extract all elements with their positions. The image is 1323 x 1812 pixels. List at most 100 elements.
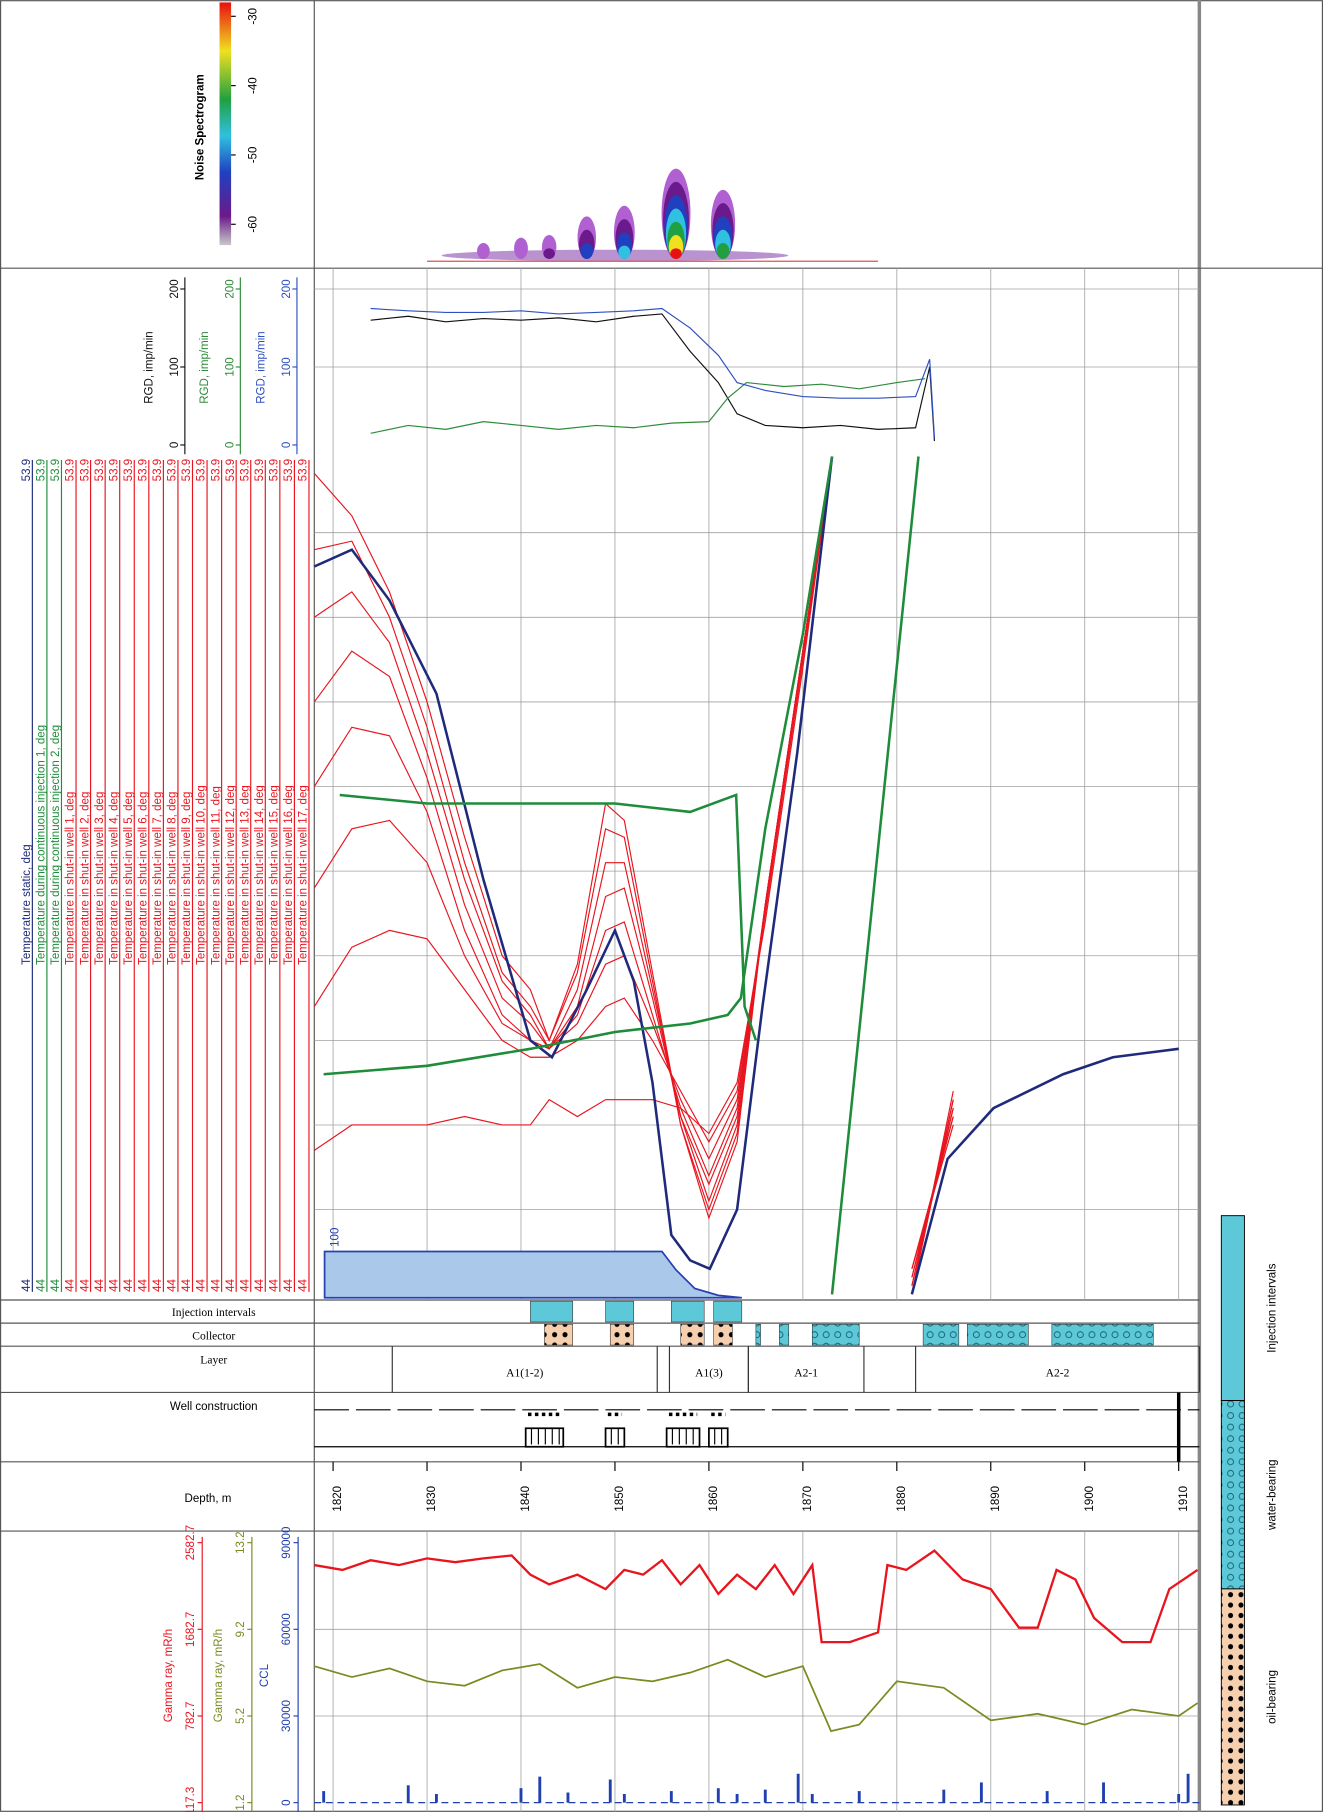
rgd-curve: [370, 313, 935, 442]
depth-tick-label: 1870: [802, 1486, 814, 1512]
track-label: Layer: [200, 1355, 227, 1367]
legend-name: Temperature in shut-in well 4, deg: [108, 792, 120, 965]
depth-tick-label: 1840: [520, 1486, 532, 1512]
rgd-tick-label: 0: [169, 442, 181, 448]
legend-max: 53.9: [254, 459, 266, 481]
track-label: Collector: [192, 1330, 235, 1342]
legend-max: 53.9: [65, 459, 77, 481]
gamma-curve: [314, 1658, 1199, 1733]
track-label: Well construction: [170, 1401, 258, 1413]
injection-interval: [605, 1300, 635, 1323]
legend-max: 53.9: [123, 459, 135, 481]
water-interval: [922, 1323, 960, 1346]
gamma-tick-label: 2582.7: [185, 1525, 197, 1560]
perforation: [665, 1427, 701, 1448]
legend-max: 53.9: [94, 459, 106, 481]
perforation: [604, 1427, 626, 1448]
rgd-tick-label: 100: [169, 357, 181, 376]
legend-min: 44: [210, 1279, 222, 1292]
gamma-tick-label: 90000: [281, 1527, 293, 1559]
depth-tick-label: 1850: [614, 1486, 626, 1512]
rgd-axis-label: RGD, imp/min: [144, 331, 156, 404]
perforation: [524, 1427, 565, 1448]
layer-name: A1(3): [695, 1367, 723, 1379]
legend-name: Temperature in shut-in well 16, deg: [283, 785, 295, 965]
rgd-tick-label: 200: [169, 279, 181, 298]
legend-name: Temperature in shut-in well 1, deg: [65, 792, 77, 965]
depth-tick-label: 1880: [896, 1486, 908, 1512]
legend-name: Temperature during continuous injection …: [50, 725, 62, 965]
shut-in-curve: [313, 456, 954, 1295]
legend-min: 44: [254, 1279, 266, 1292]
legend-max: 53.9: [283, 459, 295, 481]
legend-name: Temperature in shut-in well 14, deg: [254, 785, 266, 965]
legend-min: 44: [225, 1279, 237, 1292]
legend-name: Temperature static, deg: [21, 844, 33, 965]
legend-min: 44: [283, 1279, 295, 1292]
key-label: Injection intervals: [1267, 1263, 1279, 1352]
spectrogram-title: Noise Spectrogram: [194, 74, 206, 180]
injection-interval: [530, 1300, 573, 1323]
shut-in-curve: [314, 456, 954, 1295]
shut-in-curve: [313, 456, 954, 1295]
depth-tick-label: 1830: [426, 1486, 438, 1512]
legend-min: 44: [298, 1279, 310, 1292]
rgd-curve: [370, 378, 926, 434]
layer-name: A1(1-2): [506, 1367, 543, 1379]
rgd-curve: [370, 307, 935, 438]
water-interval: [967, 1323, 1029, 1346]
legend-min: 44: [65, 1279, 77, 1292]
layer-name: A2-1: [794, 1367, 818, 1379]
colorbar-tick-label: -50: [248, 147, 260, 164]
legend-name: Temperature in shut-in well 8, deg: [167, 792, 179, 965]
legend-min: 44: [181, 1279, 193, 1292]
spectrogram-blob: [580, 242, 594, 259]
rgd-tick-label: 0: [281, 442, 293, 448]
legend-max: 53.9: [196, 459, 208, 481]
legend-name: Temperature in shut-in well 11, deg: [210, 786, 222, 965]
spectrogram-blob: [477, 242, 490, 259]
shut-in-curve: [313, 456, 954, 1295]
legend-min: 44: [138, 1279, 150, 1292]
legend-min: 44: [36, 1279, 48, 1292]
legend-name: Temperature in shut-in well 9, deg: [181, 792, 193, 965]
spectrogram-blob: [514, 237, 528, 259]
temperature-curve: [339, 793, 758, 1041]
flow-label: 100: [329, 1228, 341, 1247]
legend-max: 53.9: [50, 459, 62, 481]
legend-max: 53.9: [181, 459, 193, 481]
gamma-axis-label: Gamma ray, mR/h: [213, 1629, 225, 1722]
legend-max: 53.9: [239, 459, 251, 481]
legend-max: 53.9: [210, 459, 222, 481]
track-label: Injection intervals: [172, 1307, 256, 1319]
water-interval: [811, 1323, 860, 1346]
flow-profile: [323, 1250, 742, 1299]
legend-name: Temperature in shut-in well 17, deg: [298, 785, 310, 965]
legend-min: 44: [79, 1279, 91, 1292]
oil-interval: [609, 1323, 635, 1346]
legend-max: 53.9: [79, 459, 91, 481]
shut-in-curve: [313, 456, 954, 1295]
legend-max: 53.9: [108, 459, 120, 481]
legend-name: Temperature in shut-in well 2, deg: [79, 792, 91, 965]
gamma-tick-label: 5.2: [235, 1708, 247, 1724]
spectrogram-blob: [670, 248, 682, 259]
legend-min: 44: [123, 1279, 135, 1292]
legend-max: 53.9: [225, 459, 237, 481]
rgd-tick-label: 200: [224, 279, 236, 298]
legend-max: 53.9: [36, 459, 48, 481]
legend-name: Temperature in shut-in well 12, deg: [225, 785, 237, 965]
legend-max: 53.9: [138, 459, 150, 481]
rgd-axis-label: RGD, imp/min: [199, 331, 211, 404]
legend-max: 53.9: [298, 459, 310, 481]
legend-name: Temperature in shut-in well 7, deg: [152, 792, 164, 965]
legend-name: Temperature in shut-in well 3, deg: [94, 792, 106, 965]
legend-min: 44: [21, 1279, 33, 1292]
shut-in-curve: [313, 456, 954, 1295]
perforation: [708, 1427, 729, 1448]
rgd-tick-label: 100: [281, 357, 293, 376]
gamma-tick-label: 0: [281, 1799, 293, 1805]
